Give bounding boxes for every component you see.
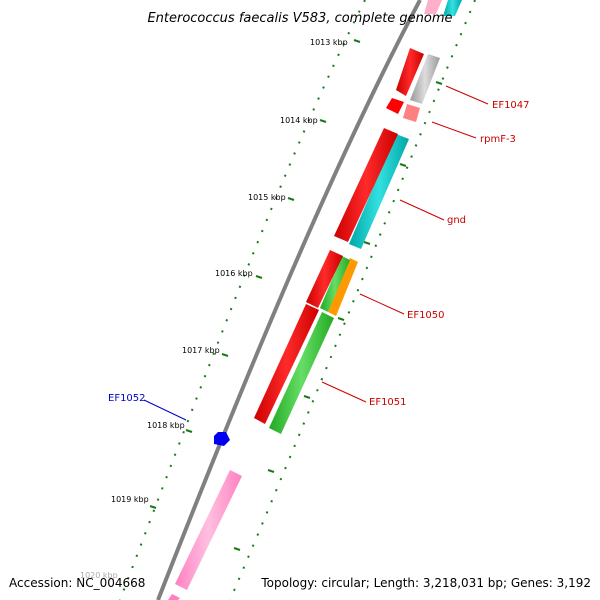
- gene-top-cyan[interactable]: [443, 0, 462, 16]
- gene-pink-2[interactable]: [168, 594, 180, 600]
- label-EF1047[interactable]: EF1047: [492, 100, 530, 111]
- tick-label-1017: 1017 kbp: [182, 346, 220, 355]
- tick-label-1016: 1016 kbp: [215, 269, 253, 278]
- topology-text: Topology: circular; Length: 3,218,031 bp…: [260, 576, 591, 590]
- tick-label-1018: 1018 kbp: [147, 421, 185, 430]
- tick-label-1015: 1015 kbp: [248, 193, 286, 202]
- genome-backbone: [156, 0, 422, 600]
- label-rpmF-3[interactable]: rpmF-3: [480, 134, 516, 145]
- outer-tick-track: [229, 0, 476, 600]
- gene-red-2[interactable]: [386, 98, 404, 114]
- gene-gnd[interactable]: [349, 134, 409, 249]
- gene-red-1[interactable]: [396, 48, 424, 96]
- label-EF1050[interactable]: EF1050: [407, 310, 445, 321]
- tick-label-1013: 1013 kbp: [310, 38, 348, 47]
- label-EF1051[interactable]: EF1051: [369, 397, 407, 408]
- gene-top-pink[interactable]: [424, 0, 442, 14]
- major-ticks: [149, 39, 443, 551]
- gene-red-4[interactable]: [306, 250, 343, 308]
- gene-EF1051[interactable]: [269, 312, 334, 434]
- tick-label-1020: 1020 kbp: [80, 571, 118, 580]
- map-title: Enterococcus faecalis V583, complete gen…: [147, 11, 452, 26]
- label-EF1052[interactable]: EF1052: [108, 393, 146, 404]
- gene-EF1050-green[interactable]: [320, 256, 350, 312]
- tick-label-1014: 1014 kbp: [280, 116, 318, 125]
- gene-red-3[interactable]: [334, 128, 398, 242]
- gene-pink-1[interactable]: [175, 470, 242, 590]
- accession-text: Accession: NC_004668: [9, 576, 145, 590]
- gene-EF1047[interactable]: [410, 54, 440, 104]
- gene-EF1050[interactable]: [328, 258, 358, 316]
- gene-red-5[interactable]: [254, 304, 319, 424]
- label-leaders: [143, 85, 489, 421]
- label-gnd[interactable]: gnd: [447, 215, 466, 226]
- gene-EF1052[interactable]: [214, 432, 230, 446]
- gene-rpmF-3[interactable]: [403, 104, 420, 122]
- tick-label-1019: 1019 kbp: [111, 495, 149, 504]
- inner-tick-track: [119, 0, 366, 600]
